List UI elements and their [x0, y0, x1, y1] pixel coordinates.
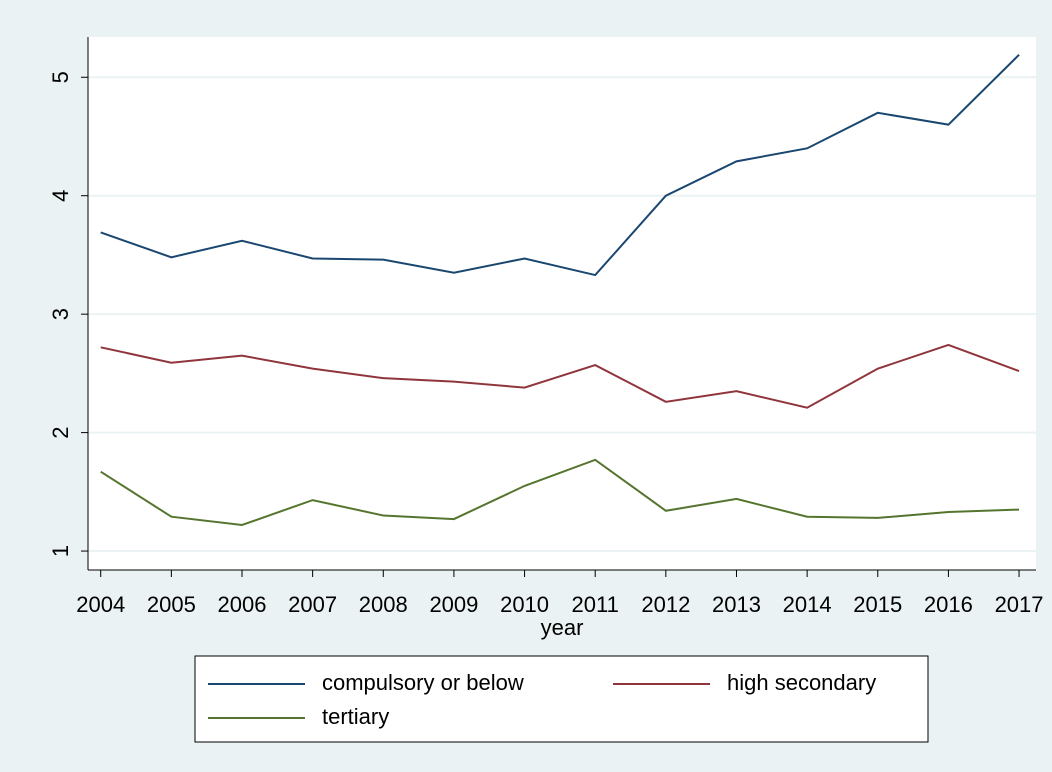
x-tick-label: 2004 — [76, 592, 125, 617]
y-tick-label: 2 — [48, 426, 73, 438]
y-tick-label: 1 — [48, 545, 73, 557]
x-axis-title: year — [541, 615, 584, 640]
x-tick-label: 2010 — [500, 592, 549, 617]
legend-label: tertiary — [322, 704, 389, 729]
x-tick-label: 2014 — [783, 592, 832, 617]
legend-label: compulsory or below — [322, 670, 524, 695]
x-tick-label: 2009 — [429, 592, 478, 617]
x-tick-label: 2015 — [853, 592, 902, 617]
y-tick-label: 3 — [48, 308, 73, 320]
x-tick-label: 2011 — [572, 592, 619, 617]
legend-box — [194, 655, 929, 743]
legend-label: high secondary — [727, 670, 876, 695]
plot-area — [88, 37, 1036, 570]
x-tick-label: 2005 — [147, 592, 196, 617]
series-line — [100, 343, 1020, 409]
x-tick-label: 2012 — [641, 592, 690, 617]
x-tick-label: 2017 — [995, 592, 1044, 617]
series-line — [100, 458, 1020, 527]
x-tick-label: 2006 — [218, 592, 267, 617]
x-tick-label: 2016 — [924, 592, 973, 617]
x-tick-label: 2007 — [288, 592, 337, 617]
x-tick-label: 2008 — [359, 592, 408, 617]
y-tick-label: 5 — [48, 71, 73, 83]
series-line — [100, 54, 1020, 277]
y-tick-label: 4 — [48, 190, 73, 202]
x-tick-label: 2013 — [712, 592, 761, 617]
